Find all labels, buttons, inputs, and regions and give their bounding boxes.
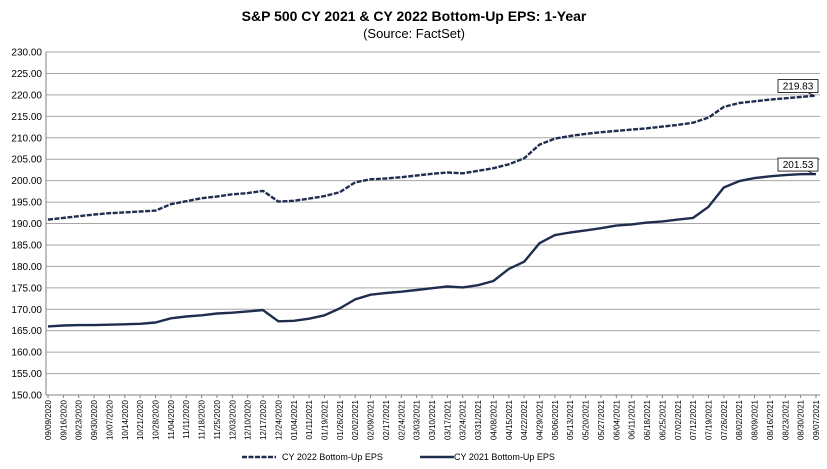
x-tick-label: 10/28/2020: [152, 399, 161, 440]
x-tick-label: 11/25/2020: [213, 399, 222, 439]
x-tick-label: 10/14/2020: [121, 399, 130, 440]
x-tick-label: 09/07/2021: [812, 399, 821, 440]
x-tick-label: 07/12/2021: [689, 399, 698, 440]
series-line-cy2022: [47, 94, 817, 221]
x-tick-label: 06/18/2021: [643, 399, 652, 440]
x-tick-label: 03/17/2021: [443, 399, 452, 440]
x-tick-label: 11/18/2020: [198, 399, 207, 439]
x-tick-label: 06/04/2021: [612, 399, 621, 440]
y-tick-label: 230.00: [11, 48, 42, 59]
x-tick-label: 02/09/2021: [367, 399, 376, 440]
chart-subtitle: (Source: FactSet): [363, 26, 465, 41]
x-tick-label: 08/16/2021: [766, 399, 775, 440]
x-tick-label: 04/08/2021: [489, 399, 498, 440]
y-tick-label: 210.00: [11, 133, 42, 144]
x-tick-label: 05/27/2021: [597, 399, 606, 440]
y-tick-label: 185.00: [11, 240, 42, 251]
x-tick-label: 04/22/2021: [520, 399, 529, 440]
x-tick-label: 01/26/2021: [336, 399, 345, 440]
x-tick-label: 03/31/2021: [474, 399, 483, 440]
x-tick-label: 05/06/2021: [551, 399, 560, 440]
callout-value: 219.83: [783, 82, 814, 93]
x-tick-label: 01/11/2021: [305, 399, 314, 439]
y-tick-label: 220.00: [11, 90, 42, 101]
x-tick-label: 11/04/2020: [167, 399, 176, 439]
y-tick-label: 215.00: [11, 112, 42, 123]
y-tick-label: 190.00: [11, 219, 42, 230]
y-tick-label: 225.00: [11, 69, 42, 80]
legend-label: CY 2022 Bottom-Up EPS: [282, 452, 383, 462]
x-tick-label: 09/09/2020: [44, 399, 53, 440]
x-tick-label: 05/13/2021: [566, 399, 575, 440]
x-tick-label: 11/11/2020: [182, 399, 191, 438]
callout-box: [777, 157, 819, 172]
y-tick-label: 155.00: [11, 369, 42, 380]
x-tick-label: 01/04/2021: [290, 399, 299, 440]
x-tick-label: 09/16/2020: [59, 399, 68, 440]
x-tick-label: 04/15/2021: [505, 399, 514, 440]
x-tick-label: 09/30/2020: [90, 399, 99, 440]
legend: CY 2022 Bottom-Up EPS CY 2021 Bottom-Up E…: [242, 452, 555, 462]
y-tick-label: 150.00: [11, 391, 42, 402]
x-tick-label: 10/21/2020: [136, 399, 145, 440]
series-line-cy2021: [47, 172, 817, 328]
x-tick-label: 06/11/2021: [628, 399, 637, 439]
x-tick-label: 08/23/2021: [781, 399, 790, 440]
x-tick-label: 08/09/2021: [751, 399, 760, 440]
x-tick-label: 07/02/2021: [674, 399, 683, 440]
x-tick-label: 03/24/2021: [459, 399, 468, 440]
y-tick-label: 170.00: [11, 305, 42, 316]
y-tick-label: 205.00: [11, 155, 42, 166]
legend-label: CY 2021 Bottom-Up EPS: [454, 452, 555, 462]
callout-box: [777, 79, 819, 94]
x-tick-label: 03/03/2021: [413, 399, 422, 440]
x-tick-label: 12/03/2020: [228, 399, 237, 440]
chart-title: S&P 500 CY 2021 & CY 2022 Bottom-Up EPS:…: [242, 8, 587, 24]
y-tick-label: 200.00: [11, 176, 42, 187]
x-tick-label: 06/25/2021: [658, 399, 667, 440]
x-tick-label: 12/10/2020: [244, 399, 253, 440]
y-tick-label: 175.00: [11, 283, 42, 294]
y-tick-label: 180.00: [11, 262, 42, 273]
x-tick-label: 02/02/2021: [351, 399, 360, 440]
x-tick-label: 02/17/2021: [382, 399, 391, 440]
x-tick-label: 08/30/2021: [797, 399, 806, 440]
x-tick-label: 04/29/2021: [536, 399, 545, 440]
gridlines: [46, 51, 820, 396]
x-tick-label: 10/07/2020: [105, 399, 114, 440]
x-tick-label: 01/19/2021: [320, 399, 329, 440]
end-value-callouts: 219.83 201.53: [777, 79, 819, 175]
y-tick-label: 160.00: [11, 348, 42, 359]
callout-value: 201.53: [783, 160, 814, 171]
x-tick-label: 05/20/2021: [582, 399, 591, 440]
callout-leader: [807, 92, 815, 96]
x-tick-label: 12/17/2020: [259, 399, 268, 440]
y-tick-label: 195.00: [11, 198, 42, 209]
x-tick-label: 08/02/2021: [735, 399, 744, 440]
x-tick-label: 12/24/2020: [274, 399, 283, 440]
x-tick-label: 02/24/2021: [397, 399, 406, 440]
x-tick-label: 09/23/2020: [75, 399, 84, 440]
x-tick-label: 07/19/2021: [704, 399, 713, 440]
x-tick-label: 03/10/2021: [428, 399, 437, 440]
y-tick-label: 165.00: [11, 326, 42, 337]
x-axis: 09/09/2020 09/16/2020 09/23/2020 09/30/2020…: [44, 394, 821, 440]
y-axis: 150.00 155.00 160.00 165.00 170.00 175.00 180.…: [11, 48, 47, 402]
series-layer: [47, 94, 817, 328]
x-tick-label: 07/26/2021: [720, 399, 729, 440]
callout-leader: [807, 170, 815, 175]
